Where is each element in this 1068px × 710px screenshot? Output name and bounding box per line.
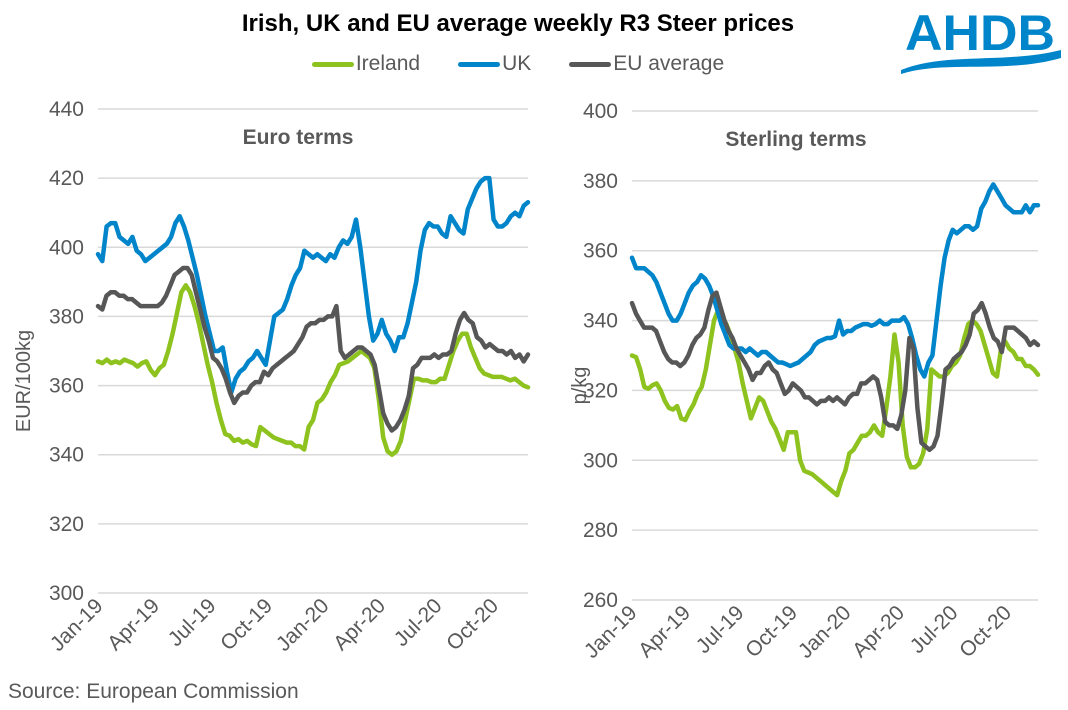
legend-label-eu-average: EU average (613, 52, 725, 75)
y-tick-label: 440 (49, 98, 84, 121)
x-tick-label: Jul-19 (692, 601, 749, 658)
legend-item-eu-average: EU average (569, 52, 724, 76)
legend-item-uk: UK (458, 52, 531, 76)
series-line-uk (95, 175, 531, 395)
y-tick-label: 380 (583, 170, 618, 193)
y-tick-label: 360 (49, 375, 84, 398)
series-line-ireland (95, 283, 531, 457)
x-tick-label: Apr-20 (848, 601, 909, 662)
y-tick-label: 380 (49, 305, 84, 328)
x-tick-label: Oct-20 (442, 594, 503, 655)
x-tick-label: Oct-20 (955, 601, 1016, 662)
y-tick-label: 320 (583, 379, 618, 402)
legend-label-uk: UK (502, 52, 532, 75)
series-line-eu-average (95, 265, 531, 433)
y-tick-label: 400 (583, 100, 618, 123)
legend-item-ireland: Ireland (311, 52, 421, 76)
ahdb-logo-text: AHDB (905, 5, 1055, 61)
y-axis-title: p/kg (569, 367, 591, 405)
ahdb-logo-wave (901, 50, 1061, 74)
panel-title: Euro terms (243, 126, 354, 149)
legend: Ireland UK EU average (0, 52, 1036, 76)
legend-label-ireland: Ireland (355, 52, 421, 75)
x-tick-label: Jan-20 (794, 601, 856, 663)
legend-swatch-ireland (311, 61, 354, 67)
y-axis-title: EUR/100kg (13, 330, 35, 432)
x-tick-label: Apr-19 (103, 594, 164, 655)
y-tick-label: 420 (49, 167, 84, 190)
series-line-uk (629, 182, 1041, 379)
source-note: Source: European Commission (8, 680, 299, 703)
series-line-eu-average (629, 290, 1041, 453)
x-tick-label: Apr-19 (634, 601, 695, 662)
legend-swatch-uk (458, 61, 501, 67)
x-tick-label: Jul-20 (906, 601, 963, 658)
y-tick-label: 340 (49, 444, 84, 467)
x-tick-label: Apr-20 (329, 594, 390, 655)
legend-swatch-eu-average (569, 61, 612, 67)
y-tick-label: 320 (49, 513, 84, 536)
y-tick-label: 360 (583, 240, 618, 263)
x-tick-label: Oct-19 (216, 594, 277, 655)
y-tick-label: 260 (583, 589, 618, 612)
x-tick-label: Oct-19 (741, 601, 802, 662)
y-tick-label: 400 (49, 236, 84, 259)
x-tick-label: Jul-20 (390, 594, 447, 651)
x-tick-label: Jul-19 (164, 594, 221, 651)
y-tick-label: 300 (583, 449, 618, 472)
panel-title: Sterling terms (725, 128, 866, 151)
x-tick-label: Jan-20 (272, 594, 334, 656)
y-tick-label: 340 (583, 310, 618, 333)
ahdb-logo: AHDB (901, 5, 1061, 74)
y-tick-label: 280 (583, 519, 618, 542)
y-tick-label: 300 (49, 582, 84, 605)
chart-title: Irish, UK and EU average weekly R3 Steer… (241, 10, 795, 37)
